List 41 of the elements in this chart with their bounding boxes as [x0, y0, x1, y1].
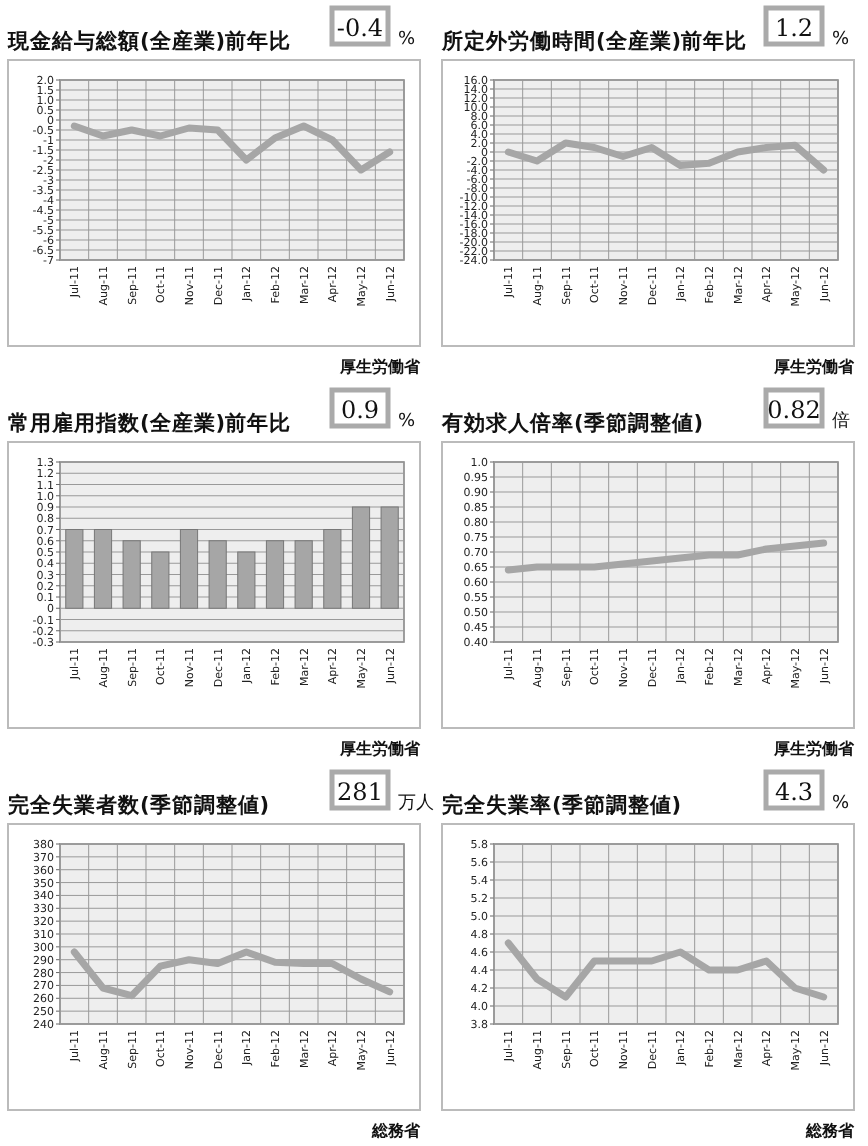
- text: 0.82: [767, 396, 821, 424]
- text: 厚生労働省: [772, 740, 856, 758]
- bar: [65, 529, 84, 609]
- bar: [351, 506, 371, 609]
- text: -0.4: [336, 14, 384, 42]
- text: 0.9: [340, 396, 380, 424]
- text: 厚生労働省: [338, 358, 422, 376]
- text: 1.2: [774, 14, 814, 42]
- bar: [380, 506, 399, 609]
- line-series: [504, 939, 828, 1001]
- line-series: [504, 139, 828, 174]
- line-series: [504, 539, 828, 574]
- text: 総務省: [804, 1122, 856, 1140]
- text: 倍: [832, 410, 850, 432]
- text: 総務省: [370, 1122, 422, 1140]
- line-series: [70, 122, 394, 174]
- text: 4.3: [774, 778, 814, 806]
- bar: [179, 529, 199, 609]
- text: 281: [337, 778, 383, 806]
- chart-title: 現金給与総額(全産業)前年比: [6, 28, 292, 54]
- bar: [323, 529, 342, 609]
- bar: [265, 540, 285, 609]
- text: 万人: [398, 792, 434, 814]
- bar: [122, 540, 141, 609]
- chart-title: 完全失業率(季節調整値): [442, 792, 682, 818]
- text: %: [832, 30, 850, 50]
- bar: [208, 540, 227, 609]
- text: 厚生労働省: [338, 740, 422, 758]
- chart-title: 所定外労働時間(全産業)前年比: [440, 28, 748, 54]
- text: %: [398, 30, 416, 50]
- chart-title: 常用雇用指数(全産業)前年比: [8, 410, 292, 436]
- text: %: [398, 412, 416, 432]
- bar: [93, 529, 113, 609]
- line-series: [70, 948, 394, 1000]
- chart-title: 有効求人倍率(季節調整値): [440, 410, 704, 436]
- bar: [237, 551, 256, 609]
- bar: [294, 540, 313, 609]
- bar: [151, 551, 170, 609]
- chart-title: 完全失業者数(季節調整値): [8, 792, 270, 818]
- text: %: [832, 794, 850, 814]
- text: 厚生労働省: [772, 358, 856, 376]
